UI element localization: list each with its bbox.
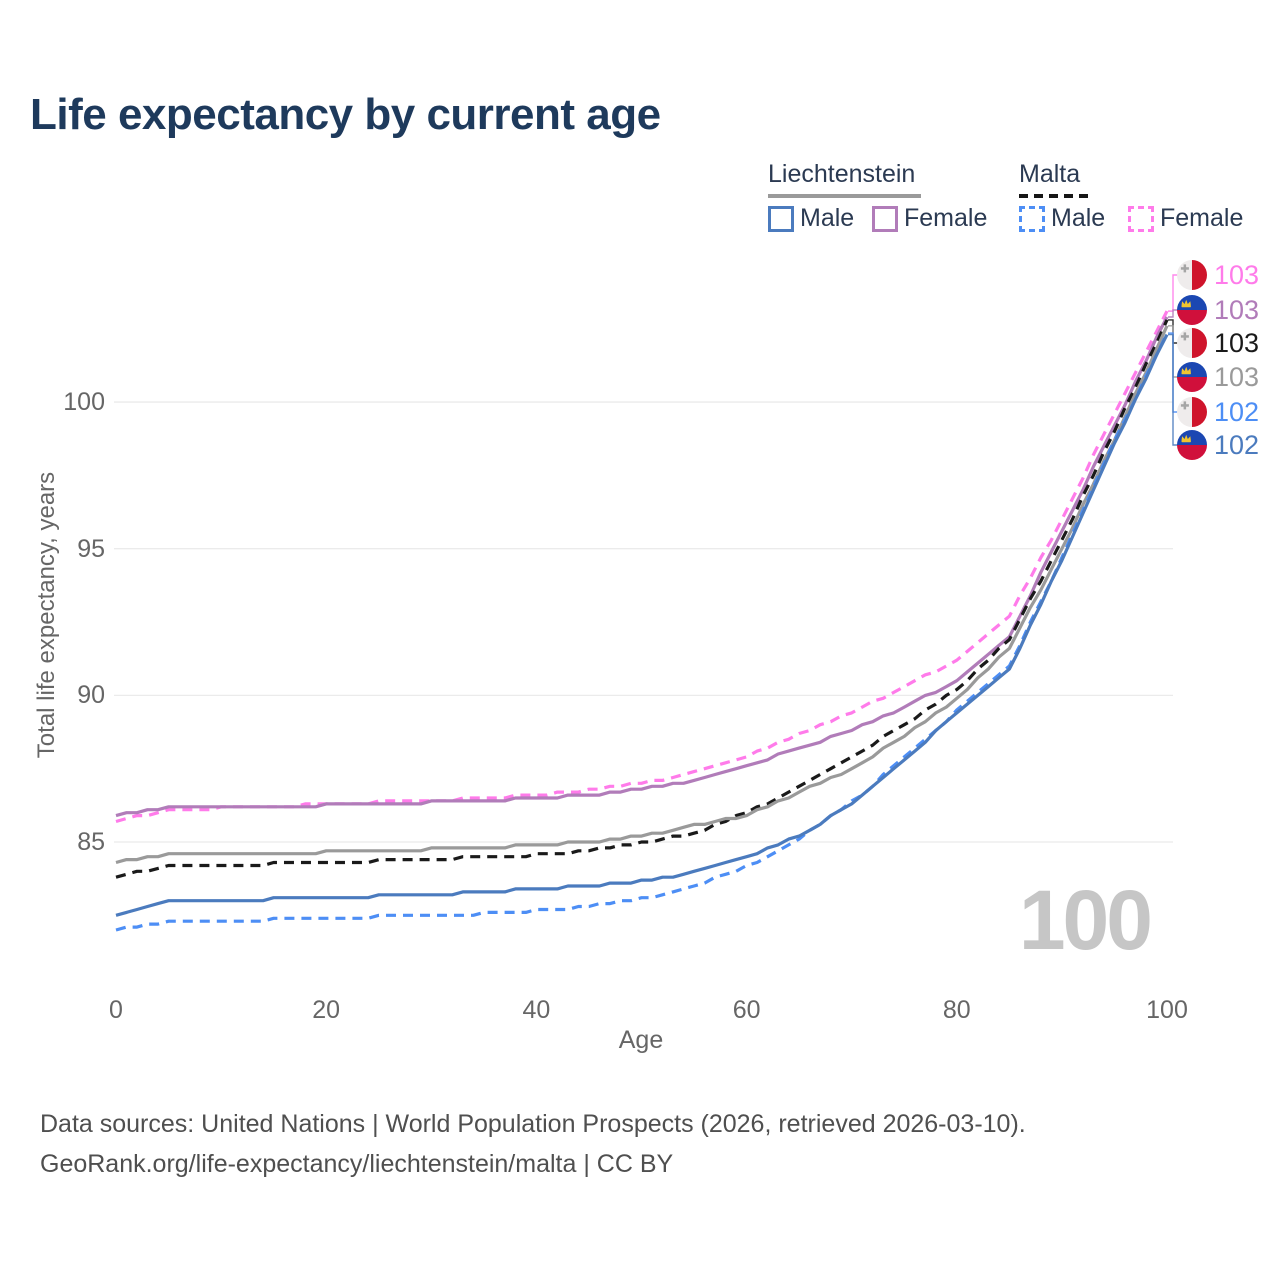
x-tick-label: 60 — [732, 996, 761, 1024]
malta-flag-icon — [1177, 260, 1207, 290]
series-line-liechtenstein-female[interactable] — [115, 316, 1169, 818]
legend-group-malta[interactable]: Malta — [1019, 160, 1081, 188]
end-label-value: 102 — [1214, 397, 1260, 427]
liechtenstein-solid-line-swatch — [768, 194, 921, 198]
end-label-value: 102 — [1214, 430, 1260, 460]
end-label-row-malta-male: 102 — [1177, 396, 1259, 428]
y-tick-label: 85 — [77, 828, 105, 856]
malta-dashed-line-swatch — [1019, 194, 1089, 198]
legend-item-label: Female — [904, 204, 988, 232]
legend-item-malta-female[interactable]: Female — [1128, 204, 1243, 233]
malta-male-swatch-icon — [1019, 205, 1045, 232]
watermark-age-100: 100 — [1018, 873, 1153, 967]
y-tick-label: 90 — [77, 681, 105, 710]
legend-item-label: Male — [800, 204, 855, 232]
page-title: Life expectancy by current age — [30, 90, 661, 139]
malta-female-swatch-icon — [1128, 205, 1154, 232]
footer-data-sources: Data sources: United Nations | World Pop… — [40, 1110, 1026, 1138]
end-label-value: 103 — [1214, 328, 1260, 358]
series-line-liechtenstein-both-sexes[interactable] — [115, 325, 1169, 865]
end-label-row-malta-both-sexes: 103 — [1177, 327, 1259, 359]
malta-flag-icon — [1177, 328, 1207, 358]
end-label-row-malta-female: 103 — [1177, 259, 1259, 291]
legend-item-label: Female — [1160, 204, 1244, 232]
x-tick-label: 100 — [1146, 996, 1188, 1024]
legend-item-liechtenstein-male[interactable]: Male — [768, 204, 854, 233]
end-label-row-liechtenstein-male: 102 — [1177, 429, 1259, 461]
end-label-row-liechtenstein-female: 103 — [1177, 294, 1259, 326]
series-line-malta-both-sexes[interactable] — [115, 319, 1169, 879]
x-axis-title: Age — [618, 1026, 664, 1054]
leader-line-malta-female — [1168, 274, 1178, 312]
end-label-value: 103 — [1214, 295, 1260, 325]
y-axis-title: Total life expectancy, years — [33, 471, 60, 759]
liechtenstein-flag-icon — [1177, 295, 1207, 325]
x-tick-label: 0 — [109, 996, 123, 1024]
footer-attribution-link: GeoRank.org/life-expectancy/liechtenstei… — [40, 1150, 674, 1178]
x-tick-label: 40 — [522, 996, 551, 1024]
liechtenstein-flag-icon — [1177, 430, 1207, 460]
y-tick-label: 95 — [77, 534, 105, 563]
malta-flag-icon — [1177, 397, 1207, 427]
leader-line-liechtenstein-male — [1168, 333, 1178, 446]
series-line-liechtenstein-male[interactable] — [115, 333, 1169, 917]
liechtenstein-female-swatch-icon — [872, 205, 898, 232]
end-label-row-liechtenstein-both-sexes: 103 — [1177, 361, 1259, 393]
series-line-malta-female[interactable] — [115, 310, 1169, 824]
legend-item-label: Male — [1051, 204, 1106, 232]
series-line-malta-male[interactable] — [115, 332, 1169, 932]
end-label-value: 103 — [1214, 260, 1260, 290]
liechtenstein-male-swatch-icon — [768, 205, 794, 232]
legend-item-malta-male[interactable]: Male — [1019, 204, 1105, 233]
legend-group-liechtenstein[interactable]: Liechtenstein — [768, 160, 916, 188]
liechtenstein-flag-icon — [1177, 362, 1207, 392]
x-tick-label: 20 — [312, 996, 341, 1024]
x-tick-label: 80 — [942, 996, 971, 1024]
legend-item-liechtenstein-female[interactable]: Female — [872, 204, 987, 233]
leader-line-liechtenstein-female — [1168, 309, 1178, 318]
y-tick-label: 100 — [63, 388, 105, 417]
end-label-value: 103 — [1214, 362, 1260, 392]
chart-plot-area — [114, 274, 1178, 932]
